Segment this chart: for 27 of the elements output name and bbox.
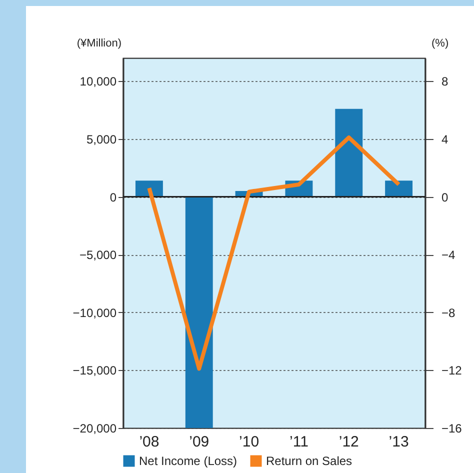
y2-tick-label: −12: [442, 364, 462, 378]
legend-label: Return on Sales: [266, 454, 352, 468]
y2-tick-label: 8: [442, 74, 448, 89]
y-tick-label: 10,000: [80, 74, 117, 89]
y2-axis-title: (%): [432, 38, 449, 50]
x-tick-label: ’11: [290, 434, 308, 450]
y-tick-label: −15,000: [72, 364, 117, 378]
y-axis-title: (¥Million): [76, 38, 122, 50]
y-tick-label: 5,000: [86, 132, 117, 146]
x-tick-label: ’13: [388, 434, 409, 450]
x-tick-label: ’09: [189, 434, 210, 450]
bar: [185, 196, 213, 428]
y2-tick-label: 4: [442, 132, 448, 146]
x-tick-label: ’12: [338, 434, 359, 450]
line-series: [147, 135, 401, 371]
y2-tick-label: −8: [442, 306, 456, 320]
y2-tick-label: 0: [442, 190, 448, 204]
y2-tick-label: −16: [442, 422, 462, 436]
y-tick-label: −10,000: [72, 306, 117, 320]
x-tick-label: ’10: [239, 434, 260, 450]
y2-tick-label: −4: [442, 248, 456, 262]
x-tick-label: ’08: [139, 434, 160, 450]
y-tick-label: 0: [110, 190, 117, 204]
legend-label: Net Income (Loss): [139, 454, 238, 468]
y-tick-label: −5,000: [79, 248, 117, 262]
bar: [335, 108, 363, 197]
y-tick-label: −20,000: [72, 422, 117, 436]
